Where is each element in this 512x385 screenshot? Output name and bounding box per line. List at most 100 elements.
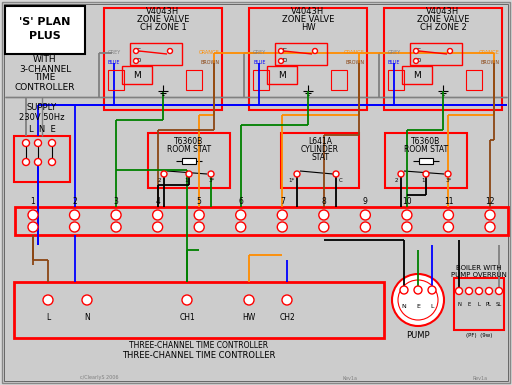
Text: NO: NO <box>279 59 287 64</box>
Text: ZONE VALVE: ZONE VALVE <box>417 15 469 25</box>
Bar <box>148 133 230 188</box>
Circle shape <box>392 274 444 326</box>
Circle shape <box>82 295 92 305</box>
Text: CH ZONE 1: CH ZONE 1 <box>140 23 186 32</box>
Text: (PF)  (9w): (PF) (9w) <box>466 333 492 338</box>
Text: 2: 2 <box>157 177 161 182</box>
Circle shape <box>278 210 287 220</box>
Circle shape <box>414 49 418 54</box>
Bar <box>14 136 70 182</box>
Circle shape <box>134 59 139 64</box>
Bar <box>281 133 359 188</box>
Text: WITH: WITH <box>33 55 57 65</box>
Circle shape <box>456 288 462 295</box>
Circle shape <box>333 171 339 177</box>
Text: THREE-CHANNEL TIME CONTROLLER: THREE-CHANNEL TIME CONTROLLER <box>122 352 275 360</box>
Text: BLUE: BLUE <box>253 60 266 65</box>
Circle shape <box>428 286 436 294</box>
Text: 8: 8 <box>322 198 326 206</box>
Circle shape <box>161 171 167 177</box>
Text: L: L <box>46 313 50 323</box>
Circle shape <box>49 159 55 166</box>
Text: CH2: CH2 <box>279 313 295 323</box>
Text: PLUS: PLUS <box>29 31 61 41</box>
Text: ORANGE: ORANGE <box>344 50 365 55</box>
Bar <box>419 158 433 164</box>
Text: c/ClearlyS 2006: c/ClearlyS 2006 <box>80 375 118 380</box>
Text: N: N <box>457 301 461 306</box>
Circle shape <box>153 222 163 232</box>
Text: BROWN: BROWN <box>346 60 365 65</box>
Circle shape <box>34 159 41 166</box>
Circle shape <box>402 222 412 232</box>
Bar <box>104 8 222 110</box>
Bar <box>410 43 462 65</box>
Text: E: E <box>467 301 471 306</box>
Text: PUMP OVERRUN: PUMP OVERRUN <box>451 272 507 278</box>
Text: 10: 10 <box>402 198 412 206</box>
Text: GREY: GREY <box>253 50 266 55</box>
Bar <box>267 66 297 84</box>
Text: L: L <box>478 301 480 306</box>
Circle shape <box>28 210 38 220</box>
Circle shape <box>360 210 370 220</box>
Circle shape <box>443 210 454 220</box>
Bar <box>130 43 182 65</box>
Circle shape <box>400 286 408 294</box>
Text: SL: SL <box>496 301 502 306</box>
Text: NC: NC <box>279 47 287 52</box>
Circle shape <box>445 171 451 177</box>
Text: M: M <box>133 70 141 79</box>
Text: 230V 50Hz: 230V 50Hz <box>19 114 65 122</box>
Circle shape <box>485 222 495 232</box>
Text: T6360B: T6360B <box>411 137 441 146</box>
Bar <box>384 8 502 110</box>
Text: M: M <box>278 70 286 79</box>
Circle shape <box>28 222 38 232</box>
Text: 1: 1 <box>31 198 35 206</box>
Circle shape <box>496 288 502 295</box>
Text: STAT: STAT <box>311 154 329 162</box>
Text: ORANGE: ORANGE <box>479 50 500 55</box>
Circle shape <box>294 171 300 177</box>
Text: V4043H: V4043H <box>426 7 460 17</box>
Text: 'S' PLAN: 'S' PLAN <box>19 17 71 27</box>
Text: SUPPLY: SUPPLY <box>27 104 57 112</box>
Text: BLUE: BLUE <box>388 60 400 65</box>
Text: BOILER WITH: BOILER WITH <box>456 265 502 271</box>
Circle shape <box>208 171 214 177</box>
Text: THREE-CHANNEL TIME CONTROLLER: THREE-CHANNEL TIME CONTROLLER <box>130 341 269 350</box>
Circle shape <box>485 288 493 295</box>
Text: ZONE VALVE: ZONE VALVE <box>282 15 334 25</box>
Text: NC: NC <box>414 47 422 52</box>
Circle shape <box>279 49 284 54</box>
Circle shape <box>70 210 79 220</box>
Circle shape <box>194 222 204 232</box>
Text: 1: 1 <box>184 177 188 182</box>
Circle shape <box>167 49 173 54</box>
Text: BLUE: BLUE <box>108 60 120 65</box>
Text: V4043H: V4043H <box>291 7 325 17</box>
Circle shape <box>447 49 453 54</box>
Text: ZONE VALVE: ZONE VALVE <box>137 15 189 25</box>
Circle shape <box>111 210 121 220</box>
Text: 7: 7 <box>280 198 285 206</box>
Circle shape <box>70 222 79 232</box>
Bar <box>331 70 347 90</box>
Circle shape <box>319 210 329 220</box>
Text: ROOM STAT: ROOM STAT <box>404 146 448 154</box>
Text: N: N <box>401 303 407 308</box>
Circle shape <box>414 286 422 294</box>
Text: GREY: GREY <box>388 50 401 55</box>
Bar <box>402 66 432 84</box>
Circle shape <box>182 295 192 305</box>
Bar <box>253 70 269 90</box>
Text: Rev1a: Rev1a <box>473 375 487 380</box>
Text: 12: 12 <box>485 198 495 206</box>
Text: 1: 1 <box>421 177 425 182</box>
Circle shape <box>49 139 55 147</box>
Circle shape <box>414 59 418 64</box>
Text: 2: 2 <box>72 198 77 206</box>
Circle shape <box>23 159 30 166</box>
Bar <box>15 207 508 235</box>
